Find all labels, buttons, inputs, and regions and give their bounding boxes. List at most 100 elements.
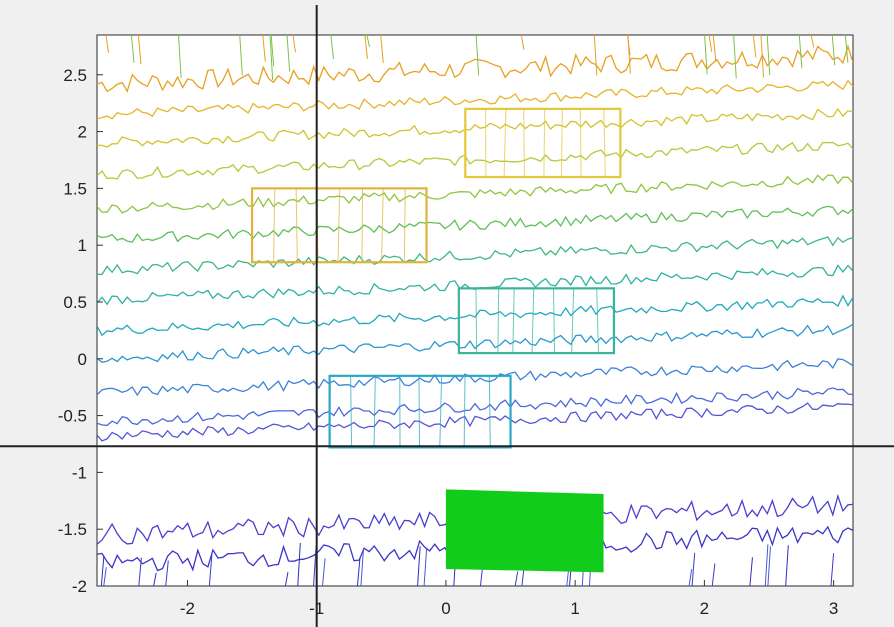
contour-line <box>138 557 142 586</box>
contour-line <box>364 35 368 59</box>
contour-line <box>262 35 266 62</box>
tick-marks <box>97 74 835 587</box>
region-stroke <box>475 288 478 354</box>
contour-line <box>593 35 598 76</box>
contour-line <box>270 35 275 67</box>
y-tick-label: 1.5 <box>63 179 87 198</box>
region-stroke <box>531 288 535 354</box>
filled-region <box>445 489 604 573</box>
contour-line <box>810 35 815 48</box>
y-tick-label: -2 <box>72 577 87 596</box>
contour-line <box>749 557 753 586</box>
contour-line <box>97 294 853 337</box>
y-tick-label: 2 <box>78 123 87 142</box>
contour-line <box>284 572 289 586</box>
x-tick-label: 0 <box>441 599 450 618</box>
y-tick-label: 1 <box>78 236 87 255</box>
x-tick-labels: -2-10123 <box>180 599 838 618</box>
region-stroke <box>273 188 276 263</box>
region-stroke <box>603 108 606 178</box>
contour-line <box>97 387 853 427</box>
contour-line <box>130 35 135 63</box>
contour-line <box>711 563 716 586</box>
y-tick-labels: -2 -1.5 -1 -0.5 0 0.5 1 1.5 2 2.5 <box>58 66 87 596</box>
contour-line <box>764 544 769 586</box>
region-stroke <box>403 188 406 263</box>
contour-line <box>704 35 708 75</box>
contour-line <box>360 548 365 586</box>
contour-line <box>165 560 169 586</box>
contour-line <box>97 402 853 442</box>
y-tick-label: 0.5 <box>63 293 87 312</box>
x-tick-label: 2 <box>700 599 709 618</box>
region-stroke <box>503 108 507 178</box>
region-stroke <box>543 108 546 178</box>
y-tick-label: -0.5 <box>58 407 87 426</box>
contour-line <box>733 35 737 79</box>
contour-line <box>798 35 803 69</box>
contour-line <box>785 545 789 586</box>
x-tick-label: -2 <box>180 599 195 618</box>
y-tick-label: 0 <box>78 350 87 369</box>
region-stroke <box>560 108 563 178</box>
contour-line <box>831 35 836 66</box>
contour-line <box>356 557 361 586</box>
region-stroke <box>596 288 599 354</box>
contour-line <box>712 35 717 62</box>
region-stroke <box>439 375 443 448</box>
contour-lines <box>97 35 853 586</box>
contour-line <box>100 555 105 586</box>
region-stroke <box>373 375 376 448</box>
outlined-region <box>464 107 622 179</box>
contour-line <box>322 558 326 586</box>
contour-line <box>97 236 853 276</box>
region-stroke <box>337 188 341 263</box>
outlined-region <box>328 374 512 449</box>
contour-line <box>239 35 243 76</box>
y-tick-label: -1.5 <box>58 520 87 539</box>
region-stroke <box>418 375 421 448</box>
contour-line <box>830 553 835 586</box>
outlined-region <box>457 287 616 355</box>
contour-line <box>417 546 421 586</box>
contour-line <box>178 35 182 78</box>
contour-line <box>97 205 853 243</box>
contour-line <box>514 571 519 586</box>
region-stroke <box>381 188 384 263</box>
contour-line <box>97 323 853 363</box>
filled-region-layer <box>445 489 604 573</box>
contour-line <box>153 572 157 586</box>
contour-line <box>97 44 853 93</box>
contour-line <box>297 542 301 586</box>
contour-line <box>97 107 853 148</box>
contour-line <box>97 358 853 397</box>
region-stroke <box>361 188 364 263</box>
x-tick-label: 1 <box>570 599 579 618</box>
contour-line <box>97 174 853 214</box>
y-tick-label: 2.5 <box>63 66 87 85</box>
contour-line <box>844 35 849 63</box>
contour-line <box>269 35 274 80</box>
region-stroke <box>512 288 515 354</box>
region-stroke <box>571 288 575 354</box>
crosshair <box>0 5 894 627</box>
region-stroke <box>497 288 500 354</box>
y-tick-label: -1 <box>72 463 87 482</box>
region-stroke <box>579 108 582 178</box>
region-stroke <box>463 375 466 448</box>
region-stroke <box>553 288 556 354</box>
contour-line <box>766 35 771 76</box>
contour-line <box>475 35 480 76</box>
contour-line <box>752 35 757 58</box>
region-stroke <box>523 108 525 178</box>
contour-line <box>292 35 297 53</box>
contour-line <box>97 141 853 180</box>
x-tick-label: 3 <box>829 599 838 618</box>
contour-line <box>767 546 771 586</box>
contour-line <box>137 35 142 65</box>
contour-line <box>708 35 713 52</box>
region-stroke <box>488 375 491 448</box>
contour-line <box>688 569 693 586</box>
contour-line <box>103 567 107 586</box>
